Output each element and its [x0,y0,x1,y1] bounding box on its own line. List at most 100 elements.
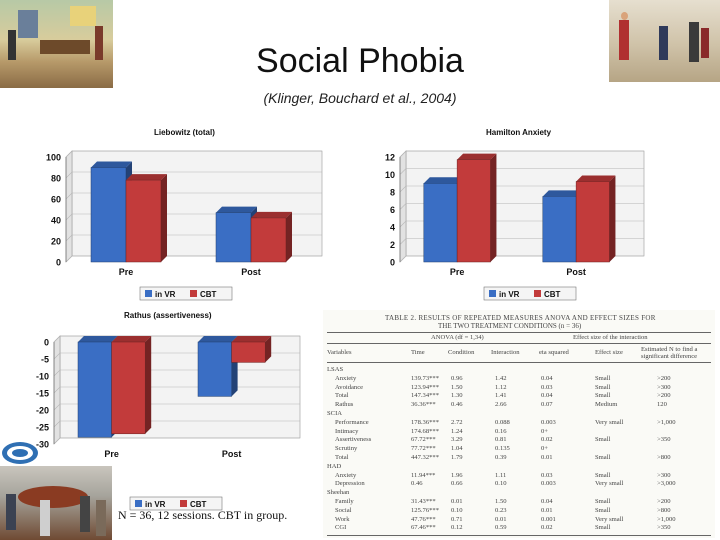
chart-legend: in VR CBT [139,286,233,301]
y-tick-label: -20 [36,406,49,416]
page-subtitle: (Klinger, Bouchard et al., 2004) [263,90,457,106]
table-cell: Avoidance [335,383,364,391]
table-cell: >350 [657,524,671,532]
table-cell: Medium [595,401,618,409]
bar-vr-pre [77,341,112,438]
table-cell: CGI [335,524,347,532]
table-cell: Assertiveness [335,436,372,444]
legend-swatch [534,290,541,297]
y-tick-label: -30 [36,440,49,450]
bar-top [423,177,464,184]
legend-box [129,496,223,511]
table-cell: 139.73*** [411,374,440,382]
grid-line [65,192,322,200]
hamilton-anxiety-chart: Hamilton Anxiety 0 2 4 6 8 10 12 Pre Post in VR CBT [385,128,645,301]
bar-top [91,161,132,168]
liebowitz-chart: Liebowitz (total) 0 20 40 60 80 100 Pre Post in V… [46,128,323,301]
vr-office-scene-photo [0,0,113,88]
table-cell: 1.96 [451,471,463,479]
legend-box [483,286,577,301]
table-cell: Small [595,392,611,400]
table-cell: 0.04 [541,392,553,400]
bar-top [111,336,152,342]
table-cell: 174.68*** [411,427,440,435]
table-cell: 0.01 [541,506,553,514]
table-cell: Small [595,383,611,391]
y-tick-label: 20 [51,237,61,247]
table-cell: 1.30 [451,392,463,400]
bar-cbt-pre [456,159,491,263]
table-cell: 77.72*** [411,445,436,453]
table-cell: 0.04 [541,374,553,382]
vr-audience-scene-photo [609,0,720,82]
bar-top [231,336,272,342]
table-cell: 0.04 [541,498,553,505]
header-time: Time [411,349,425,356]
grid-line [53,420,300,428]
table-cell: Small [595,498,611,505]
anova-group-header: ANOVA (df = 1,34) [431,334,484,341]
effect-group-header: Effect size of the interaction [573,334,648,341]
bar-side [265,336,272,363]
legend-label: in VR [145,500,166,509]
y-tick-label: 4 [390,223,395,233]
legend-label: CBT [200,290,217,299]
table-cell: Total [335,392,349,400]
table-cell: 67.46*** [411,524,436,532]
grid-line [399,168,644,175]
bar-vr-pre [423,183,458,263]
bar-top [78,336,118,342]
table-cell: 1.50 [451,383,463,391]
table-cell: 0.003 [541,418,556,426]
y-tick-label: 10 [385,170,395,180]
y-tick-label: 6 [390,205,395,215]
table-cell: >1,000 [657,418,676,426]
y-tick-label: -25 [36,423,49,433]
chart-title: Hamilton Anxiety [486,128,552,137]
table-cell: 0.02 [541,436,553,444]
table-cell: 0.66 [451,480,463,488]
table-cell: 0.03 [541,383,553,391]
anova-results-table: TABLE 2. RESULTS OF REPEATED MEASURES AN… [323,310,715,538]
table-cell: 120 [657,401,667,409]
table-cell: 1.42 [495,374,507,382]
y-tick-label: 0 [44,338,49,348]
table-cell: 125.76*** [411,506,440,514]
table-cell: Total [335,454,349,461]
table-cell: 123.94*** [411,383,440,391]
grid-line [65,150,322,158]
legend-label: in VR [499,290,520,299]
bar-cbt-post [231,341,266,363]
table-cell: >200 [657,392,671,400]
legend-swatch [190,290,197,297]
bar-top [457,153,497,160]
table-cell: 31.43*** [411,498,436,505]
bar-vr-pre [90,167,127,263]
chart-legend: in VR CBT [129,496,223,511]
table-cell: 0.135 [495,445,510,453]
table-cell: >200 [657,374,671,382]
bar-vr-post [215,212,252,263]
table-cell: 1.79 [451,454,463,461]
table-cell: Very small [595,515,624,523]
table-cell: LSAS [327,366,344,373]
table-cell: Small [595,374,611,382]
table-header-rule [327,362,711,363]
bar-top [198,336,238,342]
page-title: Social Phobia [256,42,464,80]
header-condition: Condition [448,349,475,356]
grid-line [399,185,644,193]
y-tick-label: -10 [36,372,49,382]
bar-top [576,175,616,182]
table-cell: Depression [335,480,365,488]
y-tick-label: 8 [390,188,395,198]
y-tick-label: 12 [385,153,395,163]
legend-swatch [145,290,152,297]
table-cell: Small [595,436,611,444]
table-cell: >800 [657,506,671,514]
table-cell: 0.46 [411,480,423,488]
clinic-logo [2,442,38,464]
table-cell: Anxiety [335,471,357,479]
table-cell: >300 [657,383,671,391]
legend-label: CBT [544,290,561,299]
